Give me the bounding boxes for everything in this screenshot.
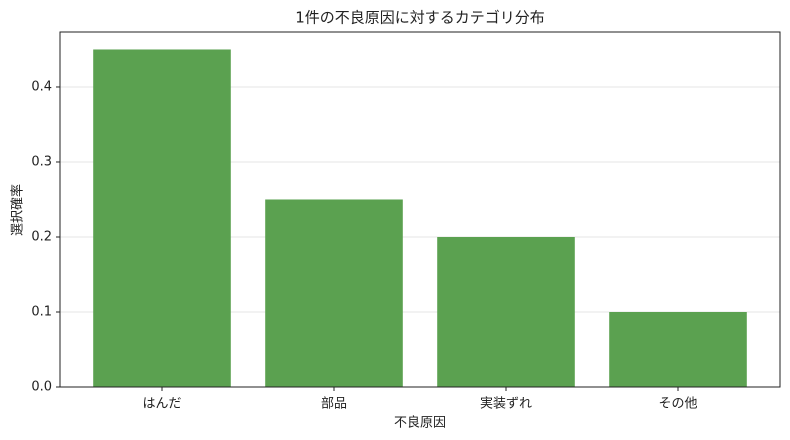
x-tick-label: その他 — [658, 397, 697, 412]
bar — [437, 236, 575, 387]
x-tick-label: 部品 — [321, 397, 347, 412]
y-tick-label: 0.3 — [31, 154, 52, 169]
x-tick-label: はんだ — [142, 397, 181, 412]
chart-title: 1件の不良原因に対するカテゴリ分布 — [295, 9, 545, 27]
x-tick-label: 実装ずれ — [480, 396, 532, 412]
y-tick-label: 0.2 — [31, 229, 52, 244]
x-axis-label: 不良原因 — [394, 415, 446, 431]
bar — [609, 311, 747, 387]
y-tick-label: 0.4 — [31, 79, 52, 94]
bar — [93, 49, 231, 388]
y-tick-label: 0.1 — [31, 304, 52, 319]
bar — [265, 199, 403, 387]
plot-frame — [59, 31, 781, 388]
y-tick-label: 0.0 — [31, 380, 52, 395]
y-axis-label: 選択確率 — [10, 184, 26, 236]
